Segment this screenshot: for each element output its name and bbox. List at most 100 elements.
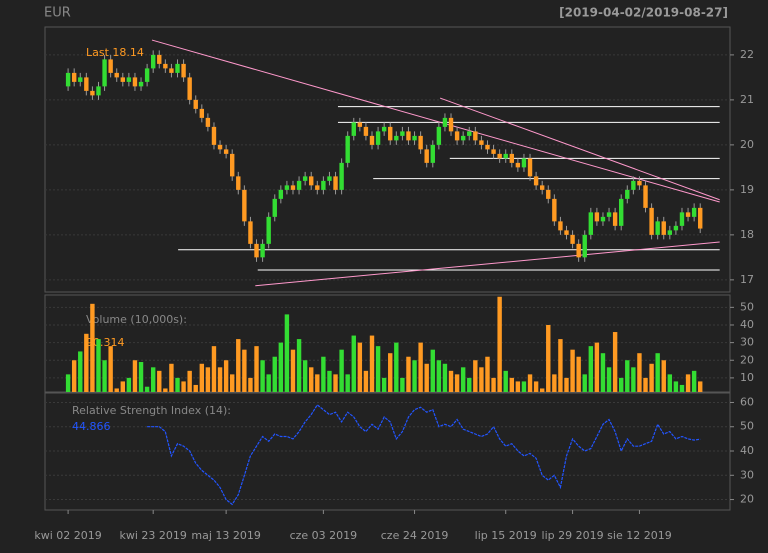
volume-bar xyxy=(612,332,618,392)
volume-bar xyxy=(454,374,460,392)
volume-bar xyxy=(175,377,180,392)
volume-bar xyxy=(302,360,308,392)
candle-body xyxy=(114,72,119,78)
volume-bar xyxy=(230,374,235,392)
volume-bar xyxy=(515,381,521,392)
y-tick-label: 50 xyxy=(740,300,754,313)
volume-bar xyxy=(667,374,673,392)
y-tick-label: 40 xyxy=(740,318,754,331)
candle-body xyxy=(363,126,369,136)
rsi-line xyxy=(147,404,701,506)
candle-body xyxy=(485,144,490,150)
volume-bar xyxy=(150,367,156,392)
y-tick-label: 22 xyxy=(740,48,754,61)
candle-body xyxy=(71,72,77,82)
candle-body xyxy=(321,180,326,190)
volume-bar xyxy=(375,346,381,392)
volume-bar xyxy=(163,388,168,392)
x-tick-label: maj 13 2019 xyxy=(191,529,261,542)
volume-bar xyxy=(381,377,387,392)
volume-bar xyxy=(497,296,502,392)
volume-bar xyxy=(552,374,557,392)
volume-bar xyxy=(157,370,162,392)
volume-bar xyxy=(485,356,490,392)
candle-body xyxy=(333,176,338,190)
trend-line xyxy=(255,241,720,287)
volume-bar xyxy=(637,353,642,392)
candle-body xyxy=(655,221,660,235)
trend-line xyxy=(151,39,720,203)
volume-bar xyxy=(631,367,636,392)
candle-body xyxy=(132,77,138,87)
candle-body xyxy=(619,198,624,226)
volume-bar xyxy=(546,324,551,392)
volume-bar xyxy=(65,374,71,392)
volume-bar xyxy=(412,360,417,392)
candle-body xyxy=(649,207,654,235)
x-tick-label: cze 24 2019 xyxy=(381,529,449,542)
candle-body xyxy=(564,230,569,235)
rsi-value: 44.866 xyxy=(72,420,111,433)
volume-bar xyxy=(691,370,697,392)
y-tick-label: 21 xyxy=(740,93,754,106)
volume-bar xyxy=(254,346,259,392)
candle-body xyxy=(491,149,496,154)
x-tick-label: sie 12 2019 xyxy=(607,529,672,542)
candle-body xyxy=(606,212,612,217)
y-tick-label: 30 xyxy=(740,336,754,349)
candle-body xyxy=(539,185,545,190)
volume-bar xyxy=(619,377,624,392)
candle-body xyxy=(637,180,642,186)
candle-body xyxy=(120,77,125,82)
y-tick-label: 50 xyxy=(740,420,754,433)
candle-body xyxy=(236,176,241,190)
candle-body xyxy=(667,230,673,235)
candle-body xyxy=(217,144,223,150)
candle-body xyxy=(199,108,205,118)
candle-body xyxy=(400,131,405,136)
volume-bar xyxy=(685,374,691,392)
volume-bar xyxy=(448,370,454,392)
y-tick-label: 40 xyxy=(740,444,754,457)
volume-bar xyxy=(290,349,296,392)
candle-body xyxy=(126,77,132,82)
candle-body xyxy=(503,153,508,159)
volume-bar xyxy=(272,356,277,392)
candle-body xyxy=(661,221,666,235)
y-tick-label: 20 xyxy=(740,138,754,151)
volume-bar xyxy=(102,360,107,392)
candle-body xyxy=(327,176,332,181)
candle-body xyxy=(546,189,551,199)
candle-body xyxy=(254,243,259,258)
candle-body xyxy=(339,162,344,190)
candle-body xyxy=(533,176,539,186)
candle-body xyxy=(284,185,290,190)
candle-body xyxy=(278,189,284,199)
volume-bar xyxy=(138,362,144,392)
volume-bar xyxy=(339,349,344,392)
volume-bar xyxy=(430,349,435,392)
y-tick-label: 19 xyxy=(740,183,754,196)
volume-bar xyxy=(187,370,192,392)
candle-body xyxy=(698,207,703,229)
volume-bar xyxy=(467,377,472,392)
candle-body xyxy=(65,72,71,87)
y-tick-label: 30 xyxy=(740,468,754,481)
volume-bar xyxy=(442,363,448,392)
candle-body xyxy=(521,158,527,168)
volume-bar xyxy=(169,363,174,392)
volume-bar xyxy=(321,356,326,392)
candle-body xyxy=(552,198,557,222)
volume-bar xyxy=(424,363,429,392)
volume-bar xyxy=(345,374,350,392)
volume-bar xyxy=(193,384,198,392)
candle-body xyxy=(157,54,162,64)
chart-subtitle: [2019-04-02/2019-08-27] xyxy=(559,6,728,20)
candle-body xyxy=(266,216,271,244)
candle-body xyxy=(418,135,423,150)
candle-body xyxy=(691,207,697,217)
candle-body xyxy=(102,59,107,87)
candle-body xyxy=(473,131,478,141)
volume-bar xyxy=(460,367,466,392)
